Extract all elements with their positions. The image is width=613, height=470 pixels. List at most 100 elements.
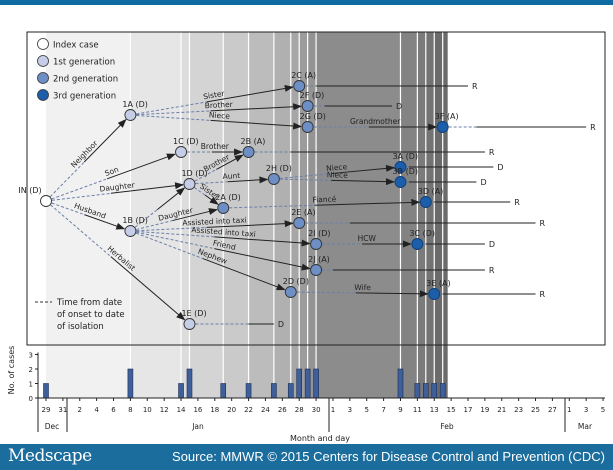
- edge-arrow: [214, 248, 311, 271]
- x-tick-label: 7: [381, 406, 385, 414]
- edge-dashed-segment: [136, 231, 215, 250]
- month-label: Jan: [191, 422, 204, 431]
- case-node-3A: [394, 161, 407, 173]
- edge-label: Aunt: [222, 171, 240, 181]
- x-tick-label: 3: [348, 406, 352, 414]
- x-tick-label: 2: [78, 406, 82, 414]
- x-tick-label: 13: [430, 406, 439, 414]
- edge-arrow: [202, 258, 286, 291]
- time-band: [425, 32, 435, 398]
- edge-label: Grandmother: [350, 117, 401, 126]
- case-node-2G: [301, 121, 314, 133]
- edge-label: Brother: [201, 142, 230, 151]
- x-tick-label: 22: [244, 406, 253, 414]
- edge-dashed-segment: [136, 114, 211, 121]
- outcome-label: D: [480, 178, 486, 187]
- case-node-1B: [124, 225, 137, 237]
- edge-arrow: [206, 85, 294, 103]
- legend-label: 1st generation: [53, 58, 115, 68]
- case-label: 2D (D): [283, 277, 309, 286]
- bar-Jan-30: [313, 368, 319, 399]
- x-tick-label: 10: [143, 406, 152, 414]
- x-tick-label: 8: [128, 406, 132, 414]
- case-node-2E: [293, 217, 306, 229]
- case-label: 1B (D): [122, 216, 148, 225]
- x-tick-label: 18: [210, 406, 219, 414]
- outcome-label: R: [472, 82, 478, 91]
- legend-label: 3rd generation: [53, 92, 116, 102]
- edge-arrow: [204, 194, 219, 205]
- y-tick-label: 3: [29, 352, 33, 360]
- legend-swatch: [37, 38, 49, 50]
- case-node-1D: [183, 178, 196, 190]
- time-band: [316, 32, 401, 398]
- legend: Index case 1st generation 2nd generation 3r…: [35, 38, 125, 332]
- x-tick-label: 11: [413, 406, 422, 414]
- legend-swatch: [37, 89, 49, 101]
- x-tick-label: 1: [567, 406, 571, 414]
- time-band: [223, 32, 249, 398]
- case-node-3C: [411, 238, 424, 250]
- legend-note: Time from date: [56, 298, 122, 308]
- time-band: [130, 32, 182, 398]
- legend-label: 2nd generation: [53, 75, 118, 85]
- legend-swatch: [37, 55, 49, 67]
- x-tick-label: 1: [331, 406, 335, 414]
- bar-Jan-28: [296, 368, 303, 399]
- transmission-chain-diagram: Index case 1st generation 2nd generation 3r…: [7, 31, 606, 443]
- edge-dashed-segment: [50, 204, 112, 257]
- edge-label: Wife: [354, 283, 371, 292]
- edge-dashed-segment: [136, 101, 207, 115]
- outcome-label: R: [540, 219, 546, 228]
- case-node-1C: [175, 146, 187, 158]
- edge-dashed-segment: [194, 187, 206, 196]
- header-bar: [0, 0, 613, 5]
- edge-dashed-segment: [195, 181, 228, 185]
- x-tick-label: 30: [312, 406, 321, 414]
- case-node-2B: [242, 146, 255, 158]
- case-label: 1E (D): [181, 309, 206, 318]
- case-label: 3B (D): [392, 167, 418, 176]
- x-tick-label: 14: [177, 406, 186, 414]
- case-node-2A: [217, 202, 230, 214]
- bar-Feb-13: [431, 383, 438, 399]
- edge-arrow: [331, 178, 395, 186]
- case-label: 1C (D): [173, 137, 199, 146]
- x-tick-label: 31: [58, 406, 67, 414]
- time-band: [299, 32, 308, 398]
- case-label: 3C (D): [409, 229, 435, 238]
- bar-Jan-15: [186, 368, 193, 399]
- outcome-label: R: [489, 148, 495, 157]
- edge-label: Assisted into taxi: [191, 225, 256, 238]
- edge-arrow: [214, 236, 311, 247]
- legend-note: of isolation: [57, 322, 104, 332]
- bar-Jan-14: [178, 383, 184, 399]
- outcome-label: R: [514, 198, 520, 207]
- case-node-3F: [436, 121, 449, 133]
- edge-label: Sister: [203, 89, 227, 102]
- case-label: 3E (A): [426, 279, 450, 288]
- case-node-3E: [428, 288, 441, 300]
- case-node-IN: [40, 195, 52, 207]
- x-tick-label: 12: [160, 406, 169, 414]
- month-label: Mar: [578, 422, 593, 431]
- case-label: 2H (D): [266, 164, 292, 173]
- time-bands: [46, 32, 448, 398]
- nodes: IN (D) 1A (D) 1B (D) 1C (D) 1D (D) 1E (D) 2A (…: [18, 71, 459, 330]
- case-label: 3D (A): [418, 187, 444, 196]
- case-node-2H: [267, 173, 280, 185]
- case-node-2D: [284, 286, 297, 298]
- case-node-3B: [394, 176, 407, 188]
- y-tick-label: 2: [29, 366, 33, 374]
- edge-arrow: [110, 256, 186, 321]
- edge-label: Niece: [326, 162, 348, 173]
- edge-dashed-segment: [136, 220, 173, 231]
- case-label: 2J (A): [308, 255, 330, 264]
- bar-Jan-22: [245, 383, 252, 399]
- case-label: 2G (D): [300, 112, 326, 121]
- time-band: [400, 32, 418, 398]
- case-node-1E: [183, 318, 196, 330]
- edge-dashed-segment: [229, 204, 315, 209]
- case-label: 3F (A): [435, 112, 459, 121]
- x-tick-label: 15: [447, 406, 456, 414]
